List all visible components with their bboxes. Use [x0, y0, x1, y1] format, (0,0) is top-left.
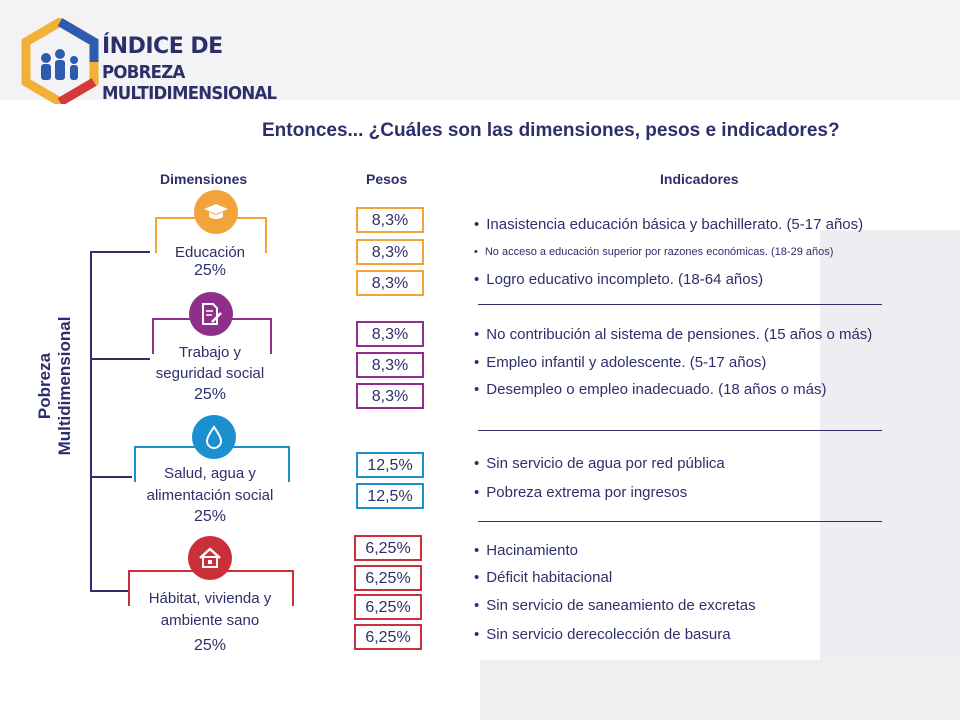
peso-box: 6,25%: [354, 565, 422, 591]
indicator-item: Déficit habitacional: [474, 569, 612, 586]
page-title: Entonces... ¿Cuáles son las dimensiones,…: [262, 120, 840, 141]
separator-line: [478, 521, 882, 522]
indicator-item: Sin servicio derecolección de basura: [474, 626, 730, 643]
dimension-name-salud-2: alimentación social: [146, 487, 274, 504]
house-icon: [199, 547, 221, 568]
peso-box: 8,3%: [356, 270, 424, 296]
circle-trabajo: [189, 292, 233, 336]
dimension-name-trabajo-2: seguridad social: [155, 365, 265, 382]
circle-habitat: [188, 536, 232, 580]
logo-emblem-icon: [21, 18, 99, 104]
peso-box: 8,3%: [356, 207, 424, 233]
dimension-weight-habitat: 25%: [193, 637, 227, 654]
indicator-item: Sin servicio de agua por red pública: [474, 455, 724, 472]
root-label-line1: Pobreza: [35, 352, 54, 420]
dimension-weight-educacion: 25%: [193, 262, 227, 279]
logo-subtitle: POBREZA MULTIDIMENSIONAL: [102, 62, 277, 104]
peso-box: 8,3%: [356, 239, 424, 265]
water-drop-icon: [205, 425, 223, 449]
peso-box: 8,3%: [356, 383, 424, 409]
root-label: Pobreza Multidimensional: [35, 291, 75, 481]
indicator-item: No acceso a educación superior por razon…: [474, 246, 834, 258]
indicator-item: Empleo infantil y adolescente. (5-17 año…: [474, 354, 766, 371]
dimension-name-salud-1: Salud, agua y: [164, 465, 256, 482]
graduation-cap-icon: [204, 204, 228, 219]
ipm-logo: ÍNDICE DE POBREZA MULTIDIMENSIONAL: [20, 18, 340, 108]
background-shape-bottom: [480, 660, 960, 720]
indicator-item: No contribución al sistema de pensiones.…: [474, 326, 872, 343]
indicator-item: Sin servicio de saneamiento de excretas: [474, 597, 755, 614]
separator-line: [478, 430, 882, 431]
separator-line: [478, 304, 882, 305]
dimension-name-educacion: Educación: [174, 244, 246, 261]
peso-box: 8,3%: [356, 321, 424, 347]
header-dimensiones: Dimensiones: [160, 171, 248, 187]
indicator-item: Inasistencia educación básica y bachille…: [474, 216, 863, 233]
circle-educacion: [194, 190, 238, 234]
indicator-item: Pobreza extrema por ingresos: [474, 484, 687, 501]
peso-box: 6,25%: [354, 624, 422, 650]
dimension-weight-trabajo: 25%: [193, 386, 227, 403]
indicator-item: Logro educativo incompleto. (18-64 años): [474, 271, 763, 288]
dimension-name-habitat-1: Hábitat, vivienda y: [148, 590, 272, 607]
root-label-line2: Multidimensional: [55, 316, 74, 456]
dimension-name-trabajo-1: Trabajo y: [179, 344, 241, 361]
background-shape-right: [820, 230, 960, 720]
peso-box: 6,25%: [354, 594, 422, 620]
tree-branch-4: [90, 590, 130, 592]
circle-salud: [192, 415, 236, 459]
tree-vertical-line: [90, 251, 92, 591]
document-pen-icon: [202, 303, 222, 325]
tree-branch-3: [90, 476, 132, 478]
tree-branch-2: [90, 358, 150, 360]
dimension-name-habitat-2: ambiente sano: [160, 612, 260, 629]
header-pesos: Pesos: [366, 171, 408, 187]
peso-box: 6,25%: [354, 535, 422, 561]
peso-box: 12,5%: [356, 452, 424, 478]
peso-box: 12,5%: [356, 483, 424, 509]
dimension-weight-salud: 25%: [193, 508, 227, 525]
header-indicadores: Indicadores: [660, 171, 739, 187]
logo-title: ÍNDICE DE: [102, 34, 223, 59]
indicator-item: Hacinamiento: [474, 542, 578, 559]
indicator-item: Desempleo o empleo inadecuado. (18 años …: [474, 381, 826, 398]
peso-box: 8,3%: [356, 352, 424, 378]
background-shape-top: [0, 0, 960, 100]
tree-branch-1: [90, 251, 150, 253]
